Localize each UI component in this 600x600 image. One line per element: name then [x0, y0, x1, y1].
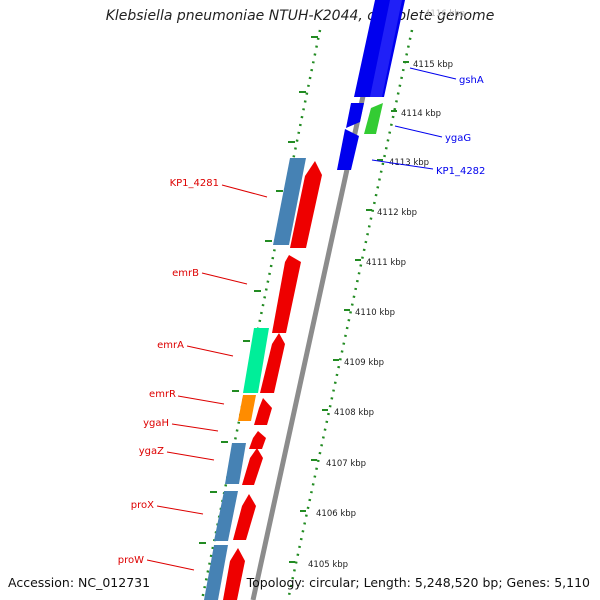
gene-emrA-a: [243, 328, 269, 393]
gene-KP1_4281-b: [290, 161, 322, 248]
topology-text: Topology: circular; Length: 5,248,520 bp…: [246, 575, 590, 590]
scale-label: 4108 kbp: [334, 408, 374, 418]
major-ticks-right: [289, 61, 409, 563]
forward-leaders: [371, 67, 457, 170]
genome-backbone: [244, 0, 387, 600]
scale-label: 4116 kbp: [425, 9, 465, 19]
gene-ygaG-part1: [346, 103, 364, 128]
gene-label-emrA[interactable]: emrA: [157, 340, 184, 351]
scale-label: 4113 kbp: [389, 158, 429, 168]
gene-label-ygaG[interactable]: ygaG: [445, 133, 471, 144]
gene-proW-a: [204, 545, 228, 600]
gene-label-gshA[interactable]: gshA: [459, 75, 484, 86]
gene-emrA-b: [260, 333, 285, 393]
gene-label-proX[interactable]: proX: [131, 500, 154, 511]
scale-label: 4105 kbp: [308, 560, 348, 570]
scale-labels: 4116 kbp 4115 kbp 4114 kbp 4113 kbp 4112…: [308, 9, 465, 570]
gene-label-proW[interactable]: proW: [118, 555, 144, 566]
forward-genes: [337, 0, 405, 170]
gene-KP1_4282: [337, 129, 359, 170]
gene-KP1_4281-a: [273, 158, 306, 245]
scale-label: 4109 kbp: [344, 358, 384, 368]
gene-emrR-b: [254, 398, 272, 425]
scale-label: 4114 kbp: [401, 109, 441, 119]
gene-ygaH: [249, 431, 266, 449]
gene-label-emrR[interactable]: emrR: [149, 389, 176, 400]
gene-ygaG-part2: [364, 103, 383, 134]
gene-proW-b: [223, 548, 245, 600]
scale-label: 4111 kbp: [366, 258, 406, 268]
gene-label-KP1_4282[interactable]: KP1_4282: [436, 166, 485, 177]
scale-label: 4115 kbp: [413, 60, 453, 70]
scale-label: 4106 kbp: [316, 509, 356, 519]
tick-track-left: [200, 29, 322, 600]
gene-gshA-overlay: [370, 0, 402, 97]
reverse-genes: [204, 158, 322, 600]
reverse-leaders: [146, 184, 268, 571]
gene-proX-a: [214, 491, 238, 541]
gene-emrB: [272, 255, 301, 333]
gene-proX-b: [233, 494, 256, 540]
gene-emrR-a: [238, 395, 256, 421]
tick-track-right: [286, 29, 414, 600]
gene-label-ygaZ[interactable]: ygaZ: [139, 446, 164, 457]
gene-label-KP1_4281[interactable]: KP1_4281: [170, 178, 219, 189]
gene-ygaZ-b: [242, 448, 263, 485]
gene-label-ygaH[interactable]: ygaH: [143, 418, 169, 429]
scale-label: 4110 kbp: [355, 308, 395, 318]
scale-label: 4107 kbp: [326, 459, 366, 469]
major-ticks-left: [199, 36, 318, 544]
accession-text: Accession: NC_012731: [8, 575, 151, 590]
gene-label-emrB[interactable]: emrB: [172, 268, 199, 279]
forward-gene-labels: gshA ygaG KP1_4282: [436, 75, 485, 177]
reverse-gene-labels: KP1_4281 emrB emrA emrR ygaH ygaZ proX p…: [118, 178, 219, 566]
gene-ygaZ-a: [225, 443, 246, 484]
scale-label: 4112 kbp: [377, 208, 417, 218]
